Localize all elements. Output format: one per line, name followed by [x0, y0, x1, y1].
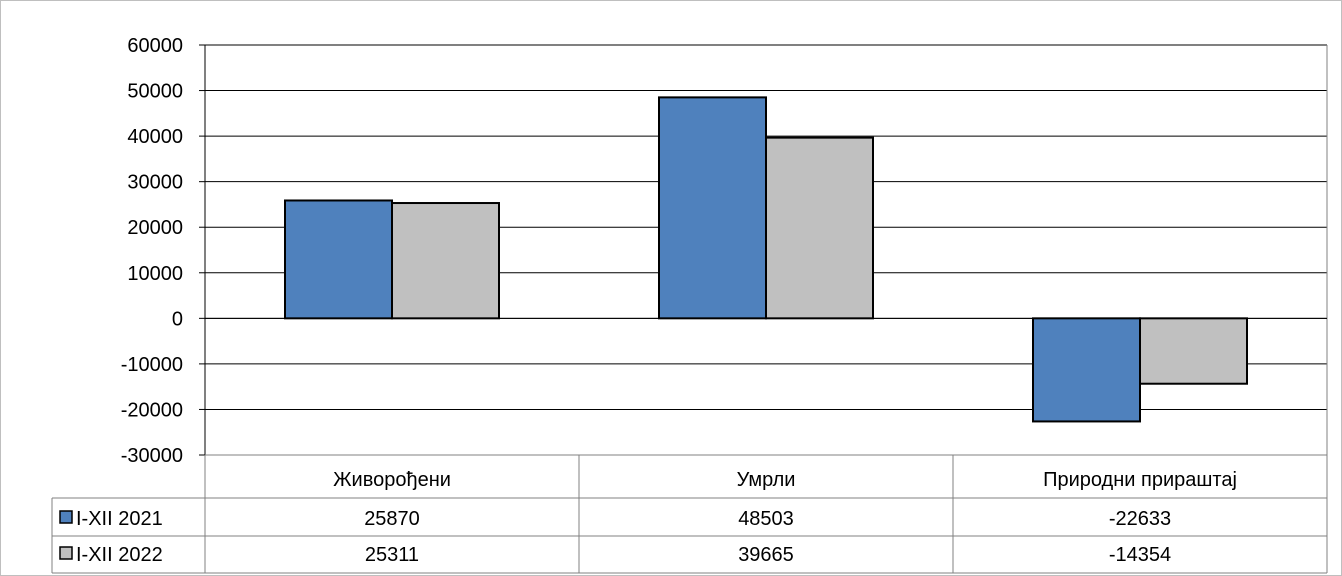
data-table-cell: 25311 — [365, 544, 419, 566]
x-category-label: Умрли — [737, 469, 796, 491]
y-tick-label: 60000 — [127, 35, 183, 57]
y-tick-label: 40000 — [127, 126, 183, 148]
bar-1-2 — [658, 96, 767, 320]
bar-2-2 — [765, 136, 874, 320]
bar-2-3 — [1139, 317, 1248, 385]
data-table-cell: 25870 — [364, 508, 420, 530]
y-tick-label: 20000 — [127, 217, 183, 239]
y-tick-label: 0 — [172, 308, 183, 330]
y-tick-label: -10000 — [121, 354, 183, 376]
y-tick-label: 50000 — [127, 81, 183, 103]
legend-key-1 — [59, 510, 73, 524]
x-category-label: Живорођени — [333, 469, 451, 491]
bar-2-1 — [391, 202, 500, 320]
legend-key-2 — [59, 546, 73, 560]
bar-1-3 — [1032, 317, 1141, 423]
x-category-label: Природни прираштај — [1043, 469, 1237, 491]
data-table-cell: 48503 — [738, 508, 794, 530]
data-table-cell: -22633 — [1109, 508, 1171, 530]
data-table-cell: -14354 — [1109, 544, 1171, 566]
legend-label: I-XII 2021 — [76, 508, 163, 530]
bar-1-1 — [284, 199, 393, 320]
y-tick-label: 10000 — [127, 263, 183, 285]
y-tick-label: -20000 — [121, 399, 183, 421]
y-tick-label: -30000 — [121, 445, 183, 467]
legend-label: I-XII 2022 — [76, 544, 163, 566]
y-tick-label: 30000 — [127, 172, 183, 194]
data-table-cell: 39665 — [738, 544, 794, 566]
